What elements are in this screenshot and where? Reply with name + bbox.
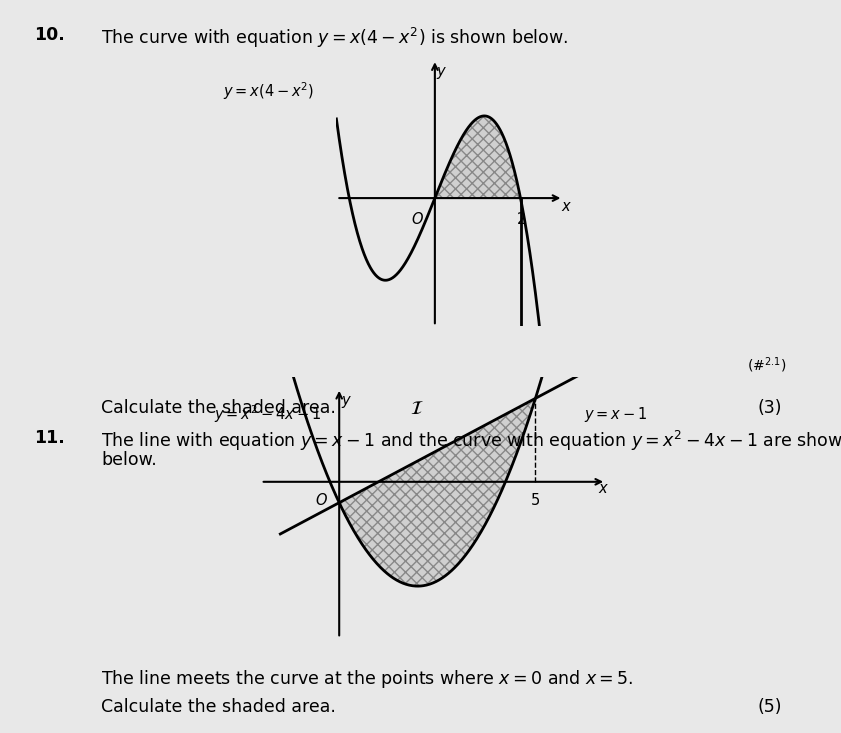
Text: Calculate the shaded area.: Calculate the shaded area.	[101, 399, 336, 418]
Text: $y$: $y$	[436, 65, 447, 81]
Text: The line meets the curve at the points where $x = 0$ and $x = 5$.: The line meets the curve at the points w…	[101, 668, 633, 690]
Text: $2$: $2$	[516, 211, 526, 227]
Text: $y = x^2 - 4x - 1$: $y = x^2 - 4x - 1$	[214, 403, 321, 425]
Text: $x$: $x$	[598, 481, 610, 496]
Text: The curve with equation $y = x(4 - x^2)$ is shown below.: The curve with equation $y = x(4 - x^2)$…	[101, 26, 568, 50]
Text: $y = x - 1$: $y = x - 1$	[584, 405, 648, 424]
Text: $O$: $O$	[411, 211, 424, 227]
Text: The line with equation $y = x - 1$ and the curve with equation $y = x^2 - 4x - 1: The line with equation $y = x - 1$ and t…	[101, 429, 841, 453]
Text: below.: below.	[101, 451, 156, 469]
Text: $y = x(4 - x^2)$: $y = x(4 - x^2)$	[223, 81, 315, 103]
Text: $x$: $x$	[561, 199, 573, 213]
Text: (3): (3)	[758, 399, 782, 418]
Text: Calculate the shaded area.: Calculate the shaded area.	[101, 698, 336, 716]
Text: $5$: $5$	[531, 493, 541, 508]
Text: $\mathcal{I}$: $\mathcal{I}$	[410, 399, 423, 419]
Text: $O$: $O$	[315, 493, 327, 508]
Text: $y$: $y$	[341, 394, 352, 410]
Text: 10.: 10.	[34, 26, 65, 44]
Text: 11.: 11.	[34, 429, 65, 447]
Text: (#$^{2.1}$): (#$^{2.1}$)	[747, 356, 786, 375]
Text: (5): (5)	[758, 698, 782, 716]
